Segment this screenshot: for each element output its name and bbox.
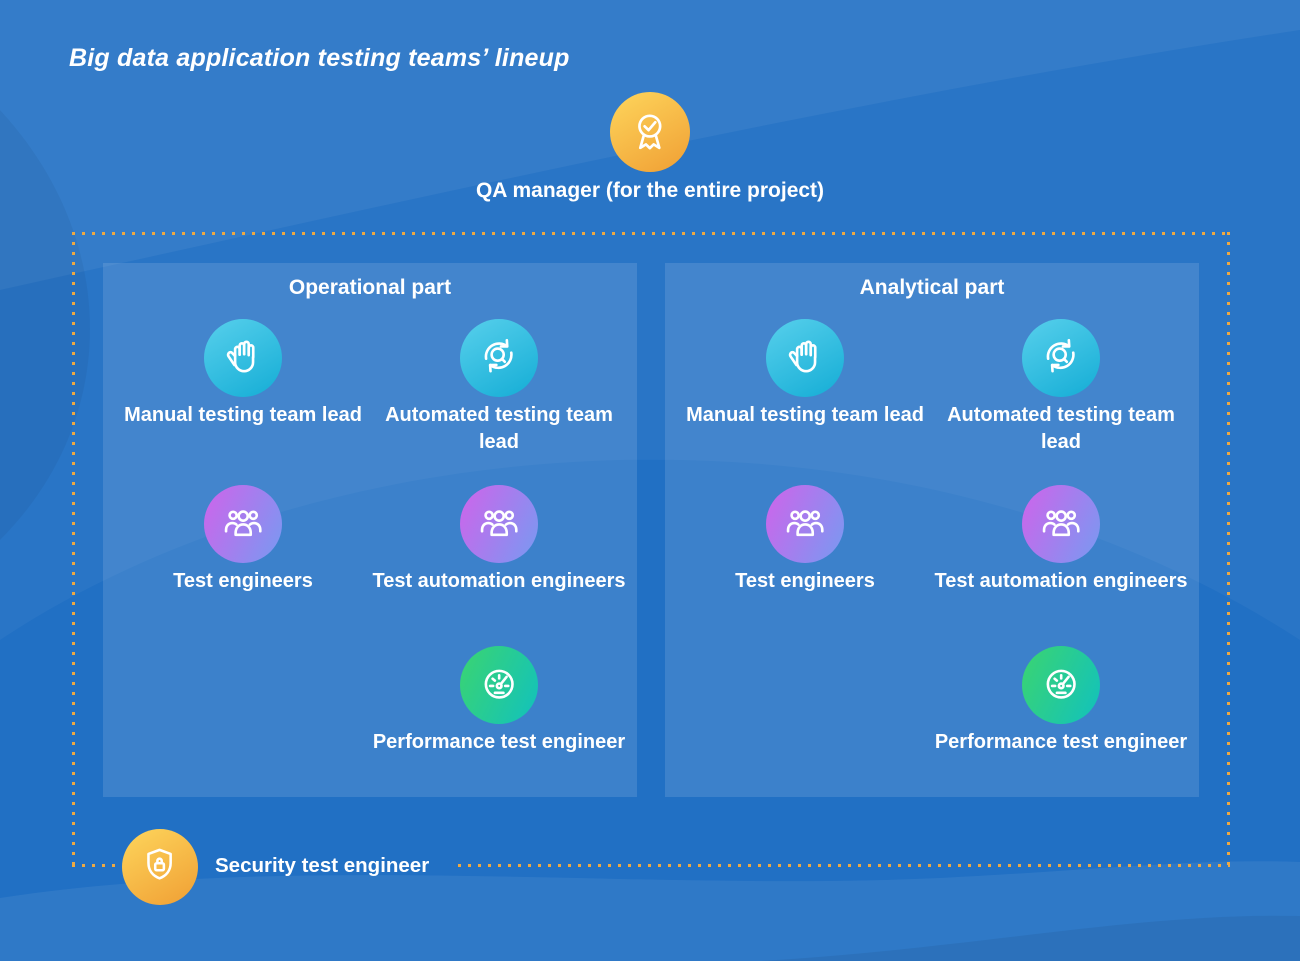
operational-panel-header: Operational part	[288, 276, 452, 299]
security-engineer-badge	[122, 829, 198, 905]
people-group-icon	[1037, 500, 1085, 548]
analytical-roles: Manual testing team lead Automated testi…	[665, 263, 1199, 797]
page-title: Big data application testing teams’ line…	[69, 44, 570, 72]
dotted-border-left	[72, 232, 75, 867]
people-group-icon	[219, 500, 267, 548]
role-label: Test engineers	[173, 570, 313, 592]
qa-manager-badge	[610, 92, 690, 172]
role-label: Manual testing team lead	[124, 404, 362, 426]
shield-lock-icon	[136, 843, 183, 890]
role-circle	[1022, 646, 1100, 724]
role-circle	[460, 646, 538, 724]
gauge-icon	[475, 661, 523, 709]
role-performance-test-engineer: Performance test engineer	[369, 646, 629, 756]
role-label: Test automation engineers	[934, 570, 1188, 592]
role-label: Automated testing team lead	[947, 404, 1175, 453]
dotted-border-right	[1227, 232, 1230, 867]
gauge-icon	[1037, 661, 1085, 709]
award-ribbon-icon	[625, 107, 675, 157]
people-group-icon	[475, 500, 523, 548]
operational-roles: Manual testing team lead Automated testi…	[103, 263, 637, 797]
role-label: Manual testing team lead	[686, 404, 924, 426]
role-test-engineers: Test engineers	[113, 485, 373, 595]
role-label: Performance test engineer	[372, 731, 626, 753]
role-test-automation-engineers: Test automation engineers	[931, 485, 1191, 595]
role-circle	[204, 319, 282, 397]
hand-icon	[219, 334, 267, 382]
role-circle	[766, 485, 844, 563]
analytical-panel-header: Analytical part	[859, 276, 1005, 299]
sync-search-icon	[475, 334, 523, 382]
qa-manager-label: QA manager (for the entire project)	[475, 179, 825, 202]
role-circle	[460, 485, 538, 563]
role-test-automation-engineers: Test automation engineers	[369, 485, 629, 595]
security-engineer-label: Security test engineer	[215, 854, 430, 877]
hand-icon	[781, 334, 829, 382]
role-automated-testing-team-lead: Automated testing team lead	[369, 319, 629, 456]
dotted-border-bottom-left-segment	[72, 864, 117, 867]
role-automated-testing-team-lead: Automated testing team lead	[931, 319, 1191, 456]
role-performance-test-engineer: Performance test engineer	[931, 646, 1191, 756]
role-circle	[1022, 485, 1100, 563]
analytical-panel	[665, 263, 1199, 797]
role-label: Test automation engineers	[372, 570, 626, 592]
role-manual-testing-team-lead: Manual testing team lead	[113, 319, 373, 429]
dotted-border-top	[72, 232, 1230, 235]
people-group-icon	[781, 500, 829, 548]
role-circle	[204, 485, 282, 563]
operational-panel	[103, 263, 637, 797]
role-circle	[460, 319, 538, 397]
role-label: Performance test engineer	[934, 731, 1188, 753]
role-manual-testing-team-lead: Manual testing team lead	[675, 319, 935, 429]
role-label: Automated testing team lead	[385, 404, 613, 453]
dotted-border-bottom-right-segment	[458, 864, 1230, 867]
role-label: Test engineers	[735, 570, 875, 592]
sync-search-icon	[1037, 334, 1085, 382]
role-circle	[1022, 319, 1100, 397]
role-circle	[766, 319, 844, 397]
role-test-engineers: Test engineers	[675, 485, 935, 595]
